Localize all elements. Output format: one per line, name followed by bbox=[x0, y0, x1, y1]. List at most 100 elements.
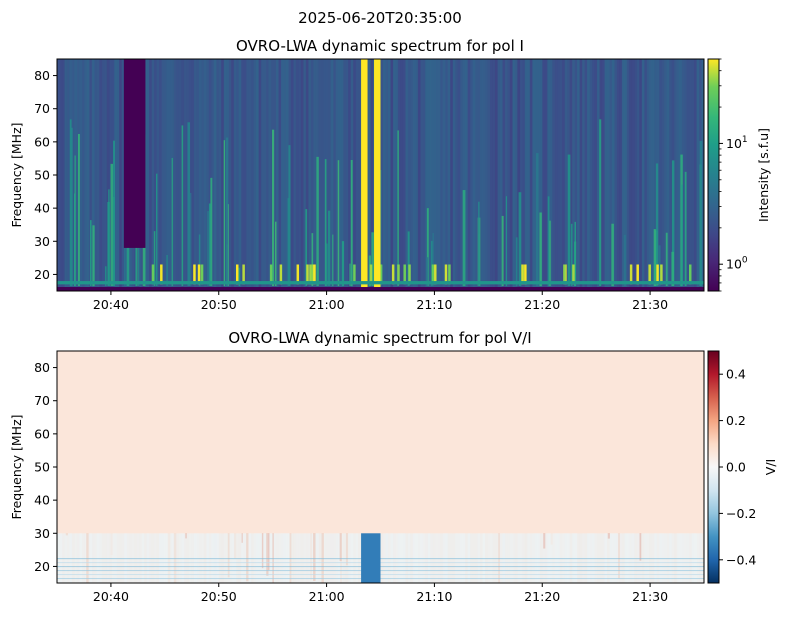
heatmap-column bbox=[405, 59, 409, 291]
heatmap-column bbox=[387, 59, 391, 291]
burst-core bbox=[444, 264, 448, 285]
burst-streak bbox=[187, 122, 190, 287]
colorbar-tick-label: 101 bbox=[726, 135, 748, 151]
burst-streak bbox=[574, 221, 576, 287]
burst-streak bbox=[432, 232, 434, 287]
heatmap-column bbox=[66, 59, 70, 291]
y-tick-label: 30 bbox=[34, 526, 50, 541]
burst-core bbox=[235, 264, 239, 285]
heatmap-column bbox=[651, 59, 655, 291]
burst-core bbox=[403, 264, 406, 285]
heatmap-column bbox=[420, 59, 424, 291]
y-tick-label: 70 bbox=[34, 393, 50, 408]
heatmap-column bbox=[114, 59, 118, 291]
heatmap-column bbox=[432, 59, 436, 291]
heatmap-column bbox=[596, 59, 600, 291]
heatmap-column bbox=[537, 59, 541, 291]
heatmap-column bbox=[256, 59, 259, 291]
burst-core bbox=[656, 264, 659, 285]
heatmap-column bbox=[522, 59, 526, 291]
burst-core bbox=[279, 264, 283, 285]
heatmap-column bbox=[154, 59, 157, 291]
y-tick-label: 50 bbox=[34, 460, 50, 475]
figure-suptitle: 2025-06-20T20:35:00 bbox=[298, 9, 462, 27]
burst-streak bbox=[547, 196, 550, 287]
heatmap-column bbox=[594, 59, 598, 291]
burst-core bbox=[629, 264, 633, 285]
burst-streak bbox=[681, 184, 683, 287]
heatmap-column bbox=[280, 59, 284, 291]
x-tick-label: 20:50 bbox=[201, 297, 237, 312]
heatmap-column bbox=[295, 59, 299, 291]
x-tick-label: 20:40 bbox=[93, 297, 129, 312]
heatmap-column bbox=[611, 59, 615, 291]
heatmap-column bbox=[417, 59, 421, 291]
heatmap-column bbox=[251, 59, 254, 291]
heatmap-column bbox=[397, 59, 401, 291]
burst-streak bbox=[238, 267, 241, 287]
burst-streak bbox=[225, 137, 229, 287]
heatmap-column bbox=[559, 59, 563, 291]
heatmap-column bbox=[218, 59, 222, 291]
burst-streak bbox=[190, 192, 192, 287]
burst-streak bbox=[655, 163, 659, 287]
heatmap-column bbox=[609, 59, 613, 291]
x-tick-label: 21:20 bbox=[524, 589, 560, 604]
colorbar-tick-exponent: 1 bbox=[742, 135, 748, 145]
heatmap-column bbox=[385, 59, 389, 291]
heatmap-column bbox=[445, 59, 449, 291]
burst-streak bbox=[105, 266, 107, 287]
burst-streak bbox=[462, 190, 466, 287]
heatmap-column bbox=[604, 59, 608, 291]
heatmap-column bbox=[201, 59, 205, 291]
burst-streak bbox=[156, 173, 158, 287]
burst-core bbox=[151, 264, 155, 285]
heatmap-column bbox=[159, 59, 162, 291]
heatmap-column bbox=[261, 59, 264, 291]
heatmap-column bbox=[641, 59, 645, 291]
heatmap-column bbox=[562, 59, 566, 291]
heatmap-column bbox=[437, 59, 441, 291]
heatmap-column bbox=[552, 59, 556, 291]
panel-stokes-v-over-i: OVRO-LWA dynamic spectrum for pol V/I 20… bbox=[9, 329, 778, 604]
heatmap-column bbox=[300, 59, 304, 291]
burst-core bbox=[563, 264, 566, 285]
heatmap-column bbox=[691, 59, 695, 291]
heatmap-column bbox=[636, 59, 640, 291]
burst-streak bbox=[74, 155, 76, 287]
colorbar-tick-label: 0.0 bbox=[726, 460, 746, 475]
burst-streak bbox=[288, 145, 291, 287]
burst-core bbox=[448, 264, 451, 285]
burst-streak bbox=[311, 233, 314, 287]
heatmap-column bbox=[318, 59, 322, 291]
heatmap-column bbox=[246, 59, 250, 291]
heatmap-column bbox=[89, 59, 93, 291]
heatmap-area bbox=[57, 59, 704, 291]
heatmap-column bbox=[669, 59, 673, 291]
heatmap-column bbox=[472, 59, 476, 291]
heatmap-column bbox=[368, 59, 371, 291]
heatmap-column bbox=[412, 59, 416, 291]
heatmap-column bbox=[216, 59, 220, 291]
burst-streak bbox=[684, 171, 687, 287]
heatmap-column bbox=[149, 59, 152, 291]
heatmap-column bbox=[654, 59, 658, 291]
heatmap-column bbox=[587, 59, 590, 291]
heatmap-column bbox=[502, 59, 506, 291]
heatmap-column bbox=[236, 59, 240, 291]
x-axis: 20:40 20:50 21:00 21:10 21:20 21:30 bbox=[93, 291, 668, 312]
heatmap-column bbox=[621, 59, 625, 291]
heatmap-column bbox=[333, 59, 337, 291]
colorbar-gradient bbox=[707, 58, 720, 292]
heatmap-column bbox=[475, 59, 478, 291]
heatmap-column bbox=[171, 59, 175, 291]
heatmap-column bbox=[268, 59, 272, 291]
burst-streak bbox=[535, 153, 539, 287]
heatmap-column bbox=[323, 59, 327, 291]
heatmap-column bbox=[460, 59, 464, 291]
heatmap-column bbox=[144, 59, 147, 291]
burst-streak bbox=[341, 241, 345, 287]
burst-streak bbox=[570, 223, 573, 287]
heatmap-column bbox=[248, 59, 252, 291]
burst-streak bbox=[89, 220, 92, 287]
